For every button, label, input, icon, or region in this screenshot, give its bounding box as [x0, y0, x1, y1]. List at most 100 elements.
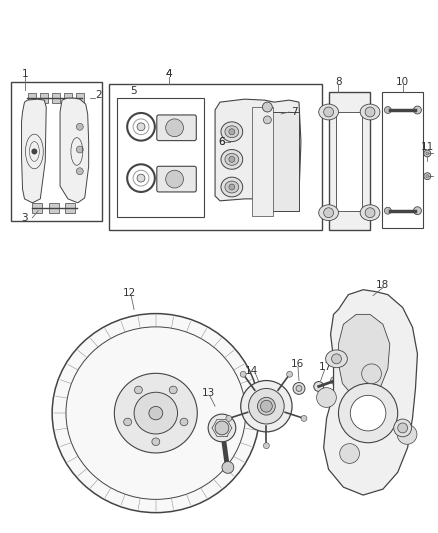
- Bar: [52, 93, 60, 103]
- Text: 6: 6: [219, 136, 225, 147]
- Text: 18: 18: [376, 280, 389, 290]
- Ellipse shape: [137, 123, 145, 131]
- Circle shape: [362, 364, 381, 384]
- Circle shape: [32, 149, 37, 155]
- Circle shape: [398, 423, 408, 433]
- Circle shape: [385, 107, 391, 114]
- FancyBboxPatch shape: [157, 115, 196, 141]
- Text: 4: 4: [165, 69, 172, 79]
- Bar: [251, 107, 273, 216]
- Bar: [76, 93, 84, 103]
- Bar: [40, 93, 48, 103]
- Ellipse shape: [319, 205, 339, 221]
- Ellipse shape: [134, 386, 142, 394]
- Ellipse shape: [221, 122, 243, 142]
- Text: 5: 5: [130, 86, 136, 96]
- Circle shape: [317, 387, 336, 407]
- Circle shape: [76, 168, 83, 175]
- Polygon shape: [60, 98, 88, 203]
- Circle shape: [332, 354, 342, 364]
- Text: 10: 10: [396, 77, 409, 87]
- Text: 12: 12: [123, 288, 136, 297]
- Bar: [28, 93, 36, 103]
- Bar: [65, 203, 75, 213]
- Ellipse shape: [394, 419, 412, 437]
- Ellipse shape: [166, 119, 184, 136]
- Ellipse shape: [225, 181, 239, 193]
- Text: 13: 13: [201, 389, 215, 398]
- Circle shape: [385, 207, 391, 214]
- Text: 16: 16: [290, 359, 304, 369]
- Ellipse shape: [225, 154, 239, 165]
- Ellipse shape: [221, 149, 243, 169]
- Ellipse shape: [229, 184, 235, 190]
- Circle shape: [397, 425, 417, 445]
- Circle shape: [222, 462, 234, 473]
- Bar: [382, 92, 424, 229]
- Ellipse shape: [215, 421, 229, 435]
- Circle shape: [350, 395, 386, 431]
- Text: 3: 3: [21, 213, 28, 223]
- Circle shape: [324, 208, 333, 217]
- Circle shape: [76, 123, 83, 130]
- Circle shape: [263, 443, 269, 449]
- FancyBboxPatch shape: [157, 166, 196, 192]
- Text: 17: 17: [319, 362, 332, 372]
- Ellipse shape: [225, 126, 239, 138]
- Ellipse shape: [360, 205, 380, 221]
- Ellipse shape: [180, 418, 188, 426]
- Circle shape: [413, 106, 421, 114]
- Ellipse shape: [229, 156, 235, 163]
- Circle shape: [426, 175, 429, 177]
- Bar: [269, 112, 299, 211]
- Circle shape: [365, 208, 375, 217]
- Circle shape: [324, 107, 333, 117]
- Bar: [110, 84, 321, 230]
- Polygon shape: [215, 99, 301, 201]
- Text: 2: 2: [95, 90, 102, 100]
- Text: 1: 1: [22, 69, 29, 79]
- Ellipse shape: [149, 407, 163, 420]
- Ellipse shape: [319, 104, 339, 120]
- Polygon shape: [339, 314, 390, 398]
- Circle shape: [314, 382, 324, 391]
- Ellipse shape: [166, 170, 184, 188]
- Ellipse shape: [208, 414, 236, 442]
- Ellipse shape: [137, 174, 145, 182]
- Ellipse shape: [229, 129, 235, 135]
- Ellipse shape: [241, 381, 292, 432]
- Ellipse shape: [249, 389, 284, 424]
- Ellipse shape: [52, 313, 259, 513]
- Bar: [32, 203, 42, 213]
- Ellipse shape: [258, 397, 275, 415]
- Ellipse shape: [152, 438, 160, 446]
- Bar: [117, 98, 204, 216]
- Ellipse shape: [114, 373, 197, 453]
- Text: 8: 8: [335, 77, 342, 87]
- Circle shape: [413, 207, 421, 215]
- Circle shape: [262, 102, 272, 112]
- Circle shape: [339, 384, 398, 443]
- Ellipse shape: [360, 104, 380, 120]
- Polygon shape: [324, 290, 417, 495]
- Circle shape: [296, 385, 302, 391]
- Circle shape: [426, 152, 429, 155]
- Circle shape: [240, 372, 246, 377]
- Bar: [328, 92, 370, 230]
- Ellipse shape: [66, 327, 246, 499]
- Ellipse shape: [134, 392, 177, 434]
- Circle shape: [424, 150, 431, 157]
- Text: 6: 6: [219, 136, 225, 147]
- Circle shape: [293, 383, 305, 394]
- Circle shape: [263, 116, 271, 124]
- Ellipse shape: [124, 418, 131, 426]
- Ellipse shape: [169, 386, 177, 394]
- Circle shape: [261, 400, 272, 412]
- Polygon shape: [21, 99, 46, 203]
- Ellipse shape: [325, 350, 347, 368]
- Circle shape: [365, 107, 375, 117]
- Text: 4: 4: [165, 69, 172, 79]
- Bar: [336, 112, 362, 211]
- Bar: [49, 203, 59, 213]
- Circle shape: [340, 443, 360, 463]
